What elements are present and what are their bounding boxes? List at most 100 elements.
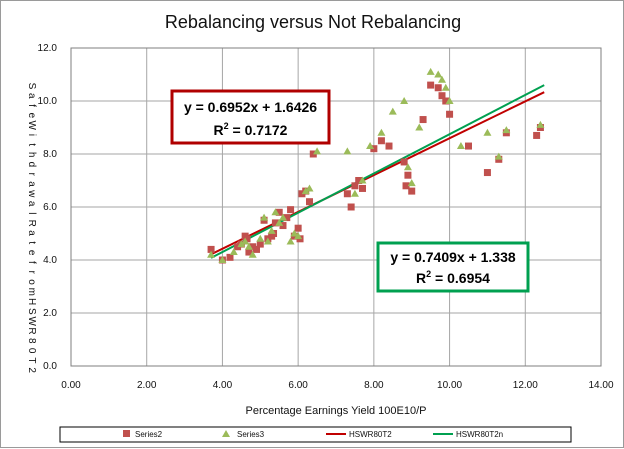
point-series3 bbox=[271, 208, 280, 216]
x-tick-label: 14.00 bbox=[588, 380, 613, 391]
point-series3 bbox=[358, 176, 367, 184]
y-axis-label-char: i bbox=[26, 134, 37, 136]
y-axis-label-char: S bbox=[26, 83, 37, 90]
y-axis-label-char: a bbox=[26, 93, 37, 99]
point-series3 bbox=[494, 152, 503, 160]
y-axis-label-char: a bbox=[26, 230, 37, 236]
point-series3 bbox=[237, 240, 246, 248]
y-axis-label-char: W bbox=[26, 316, 37, 326]
y-axis-label-char: m bbox=[26, 288, 37, 296]
y-axis-label-char: S bbox=[26, 308, 37, 315]
regression-annotation-rebalancing: y = 0.6952x + 1.6426 R2 = 0.7172 bbox=[170, 89, 331, 145]
point-series3 bbox=[260, 213, 269, 221]
point-series3 bbox=[388, 107, 397, 115]
trendline-hswr80t2 bbox=[210, 91, 545, 256]
point-series3 bbox=[275, 218, 284, 226]
point-series2 bbox=[283, 214, 291, 222]
point-series3 bbox=[445, 97, 454, 104]
r-squared-1: R2 = 0.7172 bbox=[214, 121, 288, 138]
point-series2 bbox=[355, 177, 363, 184]
y-tick-label: 0.0 bbox=[43, 361, 57, 372]
trendline-hswr80t2n bbox=[210, 84, 545, 259]
point-series3 bbox=[441, 83, 450, 91]
point-series2 bbox=[404, 171, 412, 179]
point-series3 bbox=[294, 232, 303, 240]
equation-1: y = 0.6952x + 1.6426 bbox=[184, 99, 317, 115]
point-series2 bbox=[226, 253, 234, 261]
legend-box bbox=[59, 426, 572, 443]
regression-annotation-not-rebalancing: y = 0.7409x + 1.338 R2 = 0.6954 bbox=[376, 241, 530, 293]
y-axis-label-char: a bbox=[26, 181, 37, 187]
legend-label-series3: Series3 bbox=[237, 430, 265, 439]
point-series3 bbox=[241, 237, 250, 245]
point-series3 bbox=[290, 229, 299, 237]
point-series3 bbox=[403, 163, 412, 171]
point-series3 bbox=[456, 142, 465, 150]
point-series2 bbox=[377, 137, 385, 145]
y-axis-label-char: R bbox=[26, 220, 37, 227]
y-axis-label-char: H bbox=[26, 298, 37, 305]
point-series2 bbox=[385, 142, 393, 150]
point-series3 bbox=[313, 147, 322, 155]
x-tick-label: 8.00 bbox=[364, 380, 384, 391]
y-axis-label-char: T bbox=[26, 357, 37, 363]
point-series3 bbox=[377, 128, 386, 136]
point-series3 bbox=[263, 237, 272, 245]
point-series3 bbox=[248, 250, 257, 258]
point-series2 bbox=[446, 110, 454, 118]
point-series3 bbox=[229, 248, 238, 256]
point-series2 bbox=[402, 182, 410, 190]
y-axis-label-char: d bbox=[26, 162, 37, 168]
point-series3 bbox=[301, 187, 310, 195]
point-series2 bbox=[287, 206, 295, 214]
point-series2 bbox=[253, 245, 260, 253]
y-axis-label-char: o bbox=[26, 279, 37, 285]
point-series2 bbox=[256, 240, 264, 248]
y-axis-label-char: w bbox=[26, 189, 37, 198]
point-series3 bbox=[286, 237, 295, 245]
point-series3 bbox=[438, 75, 446, 83]
point-series2 bbox=[347, 203, 355, 211]
x-tick-label: 10.00 bbox=[437, 380, 462, 391]
y-axis-label-char: R bbox=[26, 327, 37, 334]
legend-marker-series3 bbox=[222, 430, 230, 437]
y-axis-label-char: l bbox=[26, 212, 37, 214]
point-series2 bbox=[343, 190, 351, 198]
point-series3 bbox=[218, 256, 227, 263]
legend-label-hswr80t2n: HSWR80T2n bbox=[456, 430, 503, 439]
point-series2 bbox=[483, 169, 491, 177]
point-series3 bbox=[279, 213, 287, 221]
point-series2 bbox=[427, 81, 435, 89]
point-series3 bbox=[502, 126, 511, 134]
point-series2 bbox=[207, 245, 215, 253]
y-axis-label-char: r bbox=[26, 173, 37, 177]
legend: Series2 Series3 HSWR80T2 HSWR80T2n bbox=[59, 426, 572, 443]
y-axis-label-char: t bbox=[26, 241, 37, 244]
point-series3 bbox=[536, 120, 545, 128]
x-tick-label: 0.00 bbox=[61, 380, 81, 391]
legend-label-hswr80t2: HSWR80T2 bbox=[349, 430, 392, 439]
point-series3 bbox=[244, 242, 253, 250]
y-axis-label-char: e bbox=[26, 250, 37, 256]
y-axis-label-char: 2 bbox=[26, 367, 37, 373]
trendlines bbox=[210, 84, 545, 259]
x-tick-label: 4.00 bbox=[213, 380, 233, 391]
tick-labels: 0.00 2.00 4.00 6.00 8.00 10.00 12.00 14.00 0.0 2.… bbox=[38, 43, 614, 391]
y-axis-label-char: t bbox=[26, 143, 37, 146]
y-axis-label-char: 8 bbox=[26, 338, 37, 344]
point-series2 bbox=[351, 182, 359, 190]
legend-marker-series2 bbox=[123, 430, 130, 437]
point-series3 bbox=[305, 184, 314, 192]
y-tick-label: 4.0 bbox=[43, 255, 57, 266]
y-tick-label: 12.0 bbox=[38, 43, 58, 54]
point-series3 bbox=[267, 226, 276, 234]
point-series3 bbox=[483, 128, 492, 136]
point-series2 bbox=[419, 116, 427, 124]
chart-title: Rebalancing versus Not Rebalancing bbox=[165, 12, 461, 32]
point-series2 bbox=[442, 97, 450, 105]
y-axis-label-char: h bbox=[26, 152, 37, 158]
y-axis-label-char: e bbox=[26, 113, 37, 119]
